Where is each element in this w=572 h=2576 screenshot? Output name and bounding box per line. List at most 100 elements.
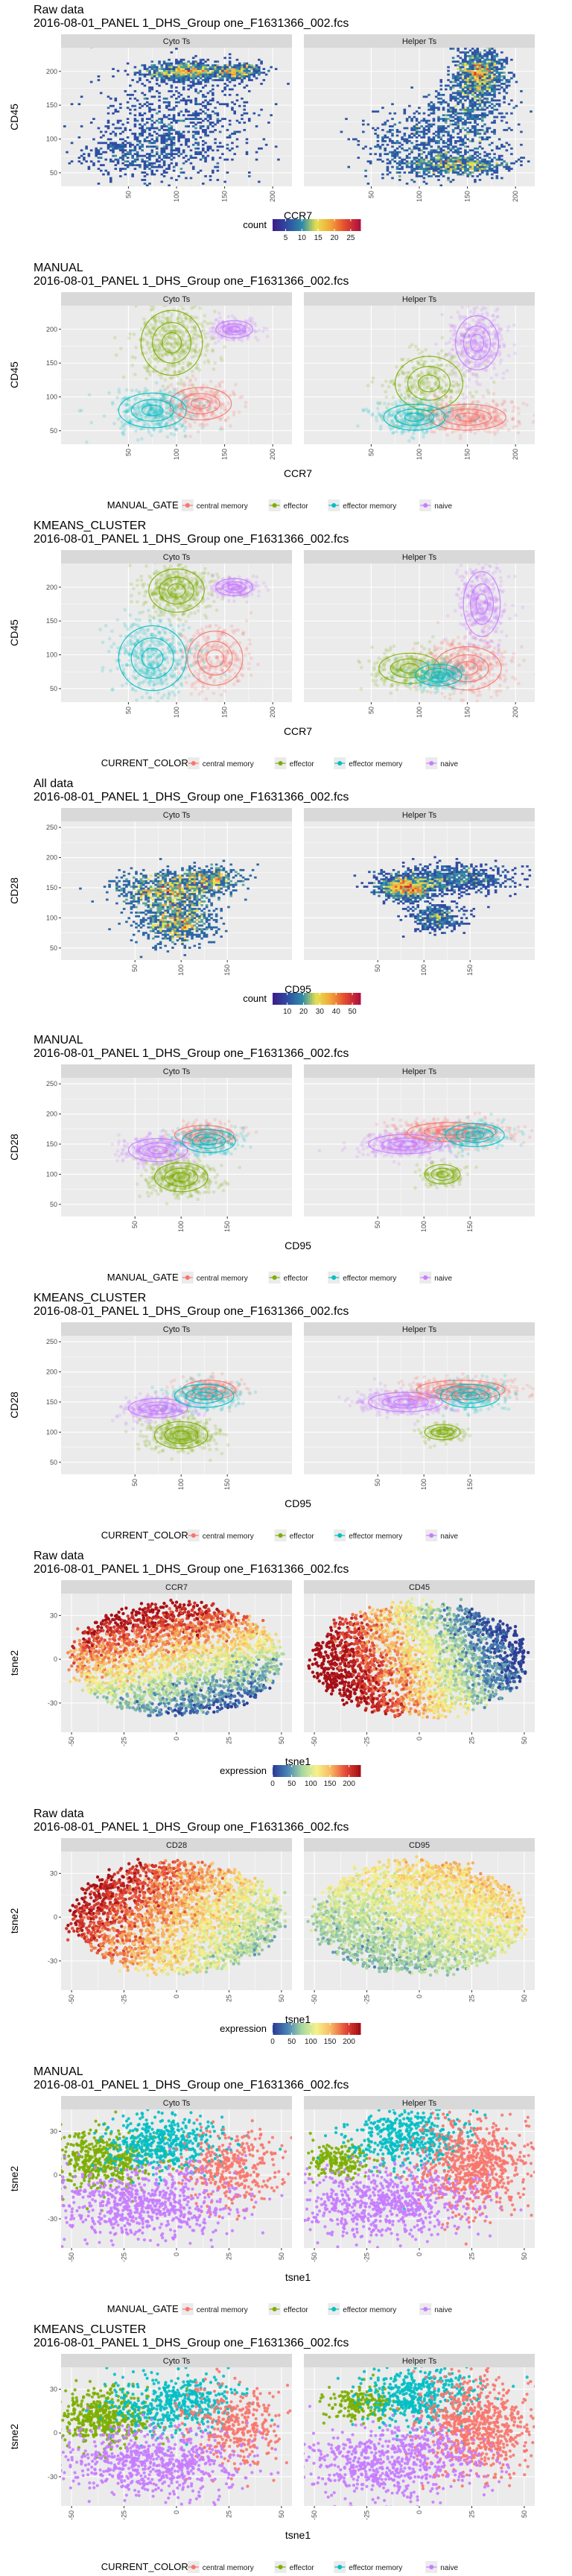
point-naive [494, 335, 498, 340]
point-effector-memory [171, 391, 176, 395]
point-effector [158, 329, 162, 333]
density-bin [384, 136, 387, 139]
density-bin [428, 164, 430, 166]
point-naive [499, 327, 503, 332]
density-bin [447, 151, 450, 154]
density-bin [449, 139, 453, 142]
density-bin [476, 93, 479, 96]
density-bin [216, 73, 220, 76]
density-bin [160, 66, 164, 69]
density-bin [189, 62, 193, 65]
density-bin [260, 72, 263, 74]
density-bin [503, 89, 506, 92]
density-bin [116, 110, 120, 113]
density-bin [168, 164, 171, 166]
density-bin [413, 162, 416, 165]
density-bin [158, 75, 161, 78]
density-bin [182, 114, 185, 116]
density-bin [189, 75, 193, 78]
point-naive [472, 326, 477, 330]
point-effector [167, 341, 171, 345]
density-bin [114, 154, 118, 157]
point-central-memory [193, 420, 197, 424]
density-bin [155, 119, 159, 122]
density-bin [464, 121, 467, 124]
density-bin [478, 108, 482, 111]
density-bin [474, 169, 477, 172]
density-bin [410, 129, 413, 131]
density-bin [447, 157, 450, 160]
density-bin [413, 180, 416, 183]
density-bin [150, 77, 154, 80]
point-effector [165, 336, 170, 340]
density-bin [442, 165, 445, 168]
point-effector [159, 345, 163, 349]
density-bin [466, 72, 469, 74]
density-bin [490, 84, 494, 87]
density-bin [447, 160, 450, 162]
density-bin [451, 169, 455, 172]
y-tick-label: 200 [46, 68, 57, 75]
density-bin [478, 139, 482, 142]
density-bin [457, 160, 460, 162]
density-bin [80, 162, 83, 165]
point-central-memory [214, 400, 219, 405]
density-bin [145, 145, 149, 148]
density-bin [454, 127, 457, 130]
density-bin [204, 72, 207, 74]
density-bin [168, 64, 171, 67]
point-naive [478, 321, 483, 326]
density-bin [206, 80, 210, 83]
density-bin [133, 134, 137, 137]
point-central-memory [188, 383, 191, 388]
density-bin [107, 107, 110, 110]
density-bin [189, 99, 193, 102]
density-bin [451, 75, 455, 78]
density-bin [175, 179, 178, 181]
density-bin [185, 142, 188, 145]
density-bin [107, 125, 110, 127]
density-bin [520, 101, 523, 104]
density-bin [165, 68, 168, 70]
point-effector [192, 326, 197, 330]
density-bin [486, 138, 489, 141]
point-naive [250, 317, 255, 321]
point-naive [501, 376, 505, 381]
density-bin [454, 169, 457, 172]
density-bin [194, 77, 197, 80]
point-effector [156, 351, 161, 356]
density-bin [148, 142, 151, 145]
point-naive [481, 317, 486, 321]
density-bin [439, 164, 443, 166]
point-effector [193, 349, 197, 353]
density-bin [143, 129, 147, 131]
point-central-memory [174, 428, 178, 432]
density-bin [480, 168, 484, 170]
density-bin [194, 68, 197, 70]
point-effector-memory [158, 410, 162, 414]
density-bin [447, 147, 450, 150]
density-bin [500, 75, 503, 78]
density-bin [483, 54, 486, 57]
density-bin [507, 168, 511, 170]
density-bin [136, 72, 139, 74]
density-bin [471, 168, 474, 170]
point-effector [149, 341, 153, 346]
point-central-memory [232, 410, 236, 414]
point-effector-memory [169, 408, 174, 412]
density-bin [165, 143, 168, 146]
point-naive [450, 353, 454, 358]
point-naive [458, 338, 463, 342]
density-bin [454, 79, 457, 81]
density-bin [428, 123, 430, 126]
density-bin [143, 165, 147, 168]
density-bin [182, 157, 185, 160]
density-bin [393, 112, 397, 115]
density-bin [468, 114, 472, 116]
density-bin [209, 73, 212, 76]
point-central-memory [169, 382, 174, 387]
point-naive [464, 326, 468, 331]
density-bin [493, 171, 496, 174]
density-bin [471, 54, 474, 57]
colorbar-tick-label: 15 [314, 234, 323, 242]
